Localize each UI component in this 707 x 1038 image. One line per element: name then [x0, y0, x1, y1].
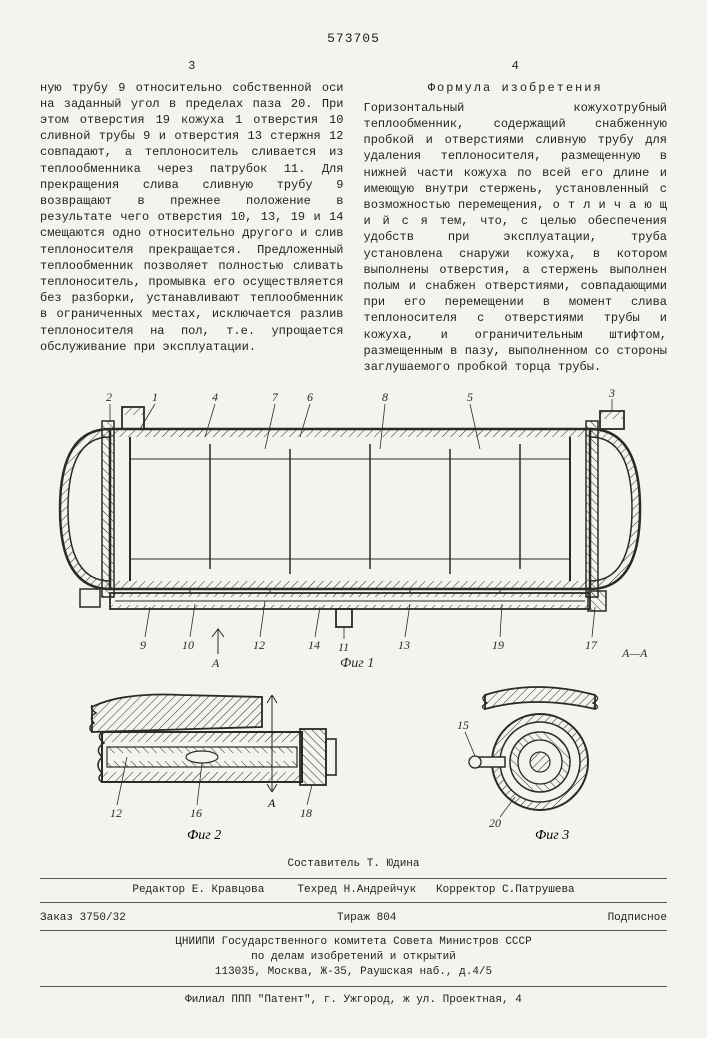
org3: 113035, Москва, Ж-35, Раушская наб., д.4…	[40, 965, 667, 980]
page-num-left: 3	[40, 58, 344, 74]
compiler: Составитель Т. Юдина	[40, 857, 667, 872]
circulation: Тираж 804	[337, 911, 396, 926]
callout-17: 17	[585, 638, 598, 652]
footer-branch: Филиал ППП "Патент", г. Ужгород, ж ул. П…	[40, 987, 667, 1008]
callout-5: 5	[467, 390, 473, 404]
callout-15: 15	[457, 718, 469, 732]
left-text: ную трубу 9 относительно собственной оси…	[40, 80, 344, 355]
figure-1: 2 1 4 7 6 8 5 3 9 10 12 14 11 13 1	[40, 389, 660, 669]
callout-2: 2	[106, 390, 112, 404]
callout-12: 12	[253, 638, 265, 652]
right-column: 4 Формула изобретения Горизонтальный кож…	[364, 58, 668, 376]
figures: 2 1 4 7 6 8 5 3 9 10 12 14 11 13 1	[40, 389, 667, 847]
callout-11: 11	[338, 640, 349, 654]
callout-12b: 12	[110, 806, 122, 820]
callout-14: 14	[308, 638, 320, 652]
callout-20: 20	[489, 816, 501, 830]
footer: Составитель Т. Юдина Редактор Е. Кравцов…	[40, 857, 667, 1007]
footer-line-order: Заказ 3750/32 Тираж 804 Подписное	[40, 909, 667, 928]
section-a-fig2: А	[267, 796, 276, 810]
callout-9: 9	[140, 638, 146, 652]
footer-org: ЦНИИПИ Государственного комитета Совета …	[40, 933, 667, 987]
corrector: Корректор С.Патрушева	[436, 884, 575, 896]
right-text: Горизонтальный кожухотрубный теплообменн…	[364, 100, 668, 375]
org2: по делам изобретений и открытий	[40, 950, 667, 965]
text-columns: 3 ную трубу 9 относительно собственной о…	[40, 58, 667, 376]
doc-number: 573705	[40, 30, 667, 48]
fig2-label: Фиг 2	[187, 828, 221, 843]
callout-8: 8	[382, 390, 388, 404]
callout-13: 13	[398, 638, 410, 652]
left-column: 3 ную трубу 9 относительно собственной о…	[40, 58, 344, 376]
section-aa-label: А—А	[621, 646, 648, 660]
callout-3: 3	[608, 389, 615, 400]
fig1-label: Фиг 1	[340, 656, 374, 669]
callout-19: 19	[492, 638, 504, 652]
callout-1: 1	[152, 390, 158, 404]
callout-7: 7	[272, 390, 279, 404]
footer-credits: Редактор Е. Кравцова Техред Н.Андрейчук …	[40, 878, 667, 903]
figure-2: А 12 16 18 Фиг 2	[82, 687, 342, 847]
org1: ЦНИИПИ Государственного комитета Совета …	[40, 935, 667, 950]
callout-18: 18	[300, 806, 312, 820]
fig3-label: Фиг 3	[535, 828, 569, 843]
formula-title: Формула изобретения	[364, 80, 668, 96]
callout-10: 10	[182, 638, 194, 652]
callout-4: 4	[212, 390, 218, 404]
callout-16: 16	[190, 806, 202, 820]
callout-6: 6	[307, 390, 313, 404]
figure-3: 15 20 Фиг 3	[445, 677, 625, 847]
page-num-right: 4	[364, 58, 668, 74]
section-a-bottom: А	[211, 656, 220, 669]
editor: Редактор Е. Кравцова	[132, 884, 264, 896]
order: Заказ 3750/32	[40, 911, 126, 926]
subscription: Подписное	[608, 911, 667, 926]
tech: Техред Н.Андрейчук	[297, 884, 416, 896]
